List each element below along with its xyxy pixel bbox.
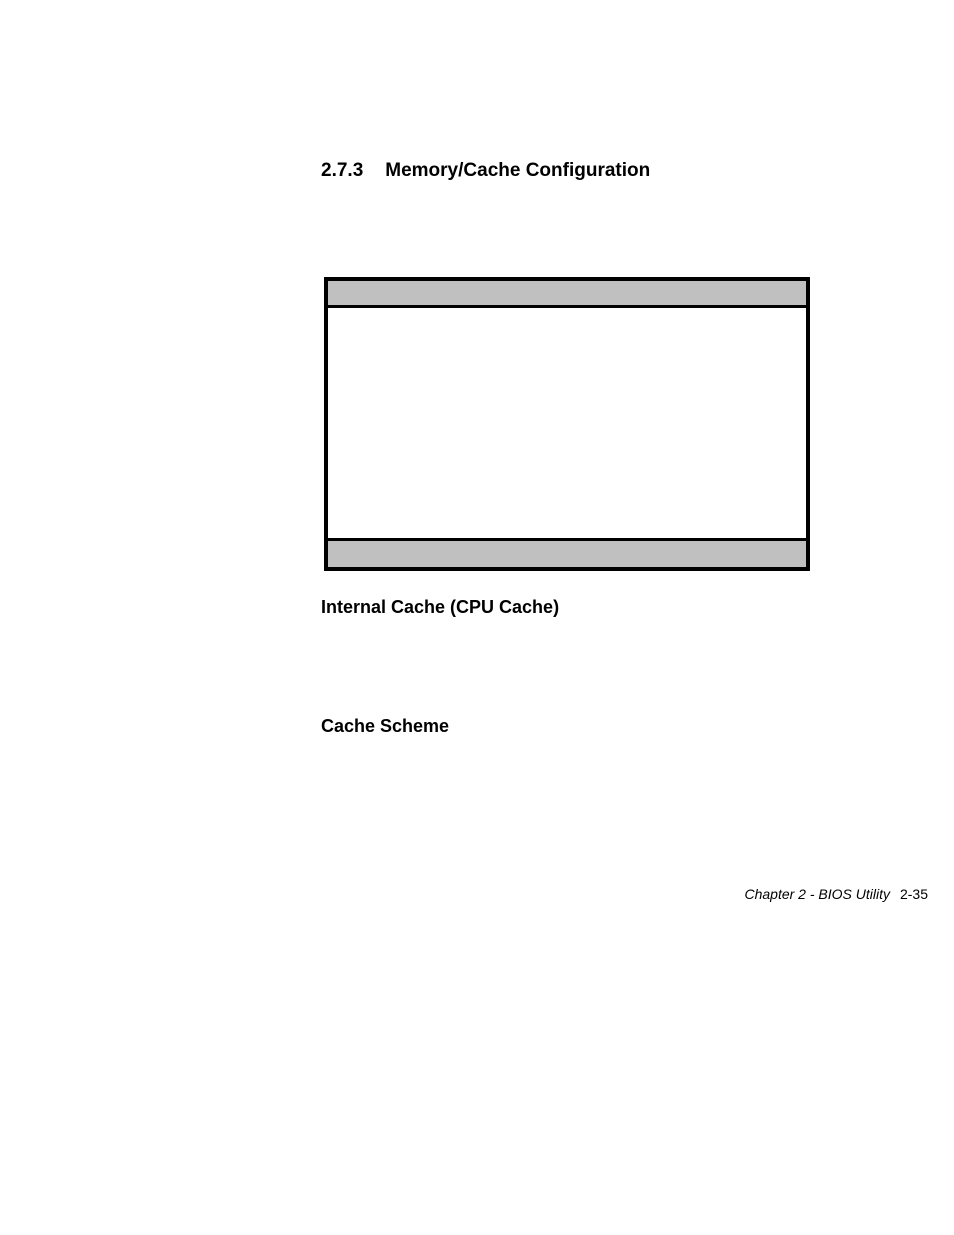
footer-chapter: Chapter 2 - BIOS Utility (744, 886, 890, 902)
page: 2.7.3 Memory/Cache Configuration Internal… (0, 0, 954, 1235)
config-box-body (328, 308, 806, 539)
page-footer: Chapter 2 - BIOS Utility 2-35 (744, 886, 928, 902)
subhead-internal-cache: Internal Cache (CPU Cache) (321, 597, 559, 618)
section-title: Memory/Cache Configuration (385, 160, 650, 181)
section-number: 2.7.3 (321, 160, 363, 182)
footer-page-number: 2-35 (900, 886, 928, 902)
config-box-footer (328, 538, 806, 567)
section-heading: 2.7.3 Memory/Cache Configuration (321, 160, 650, 182)
config-box-titlebar (328, 281, 806, 308)
config-box (324, 277, 810, 571)
subhead-cache-scheme: Cache Scheme (321, 716, 449, 737)
